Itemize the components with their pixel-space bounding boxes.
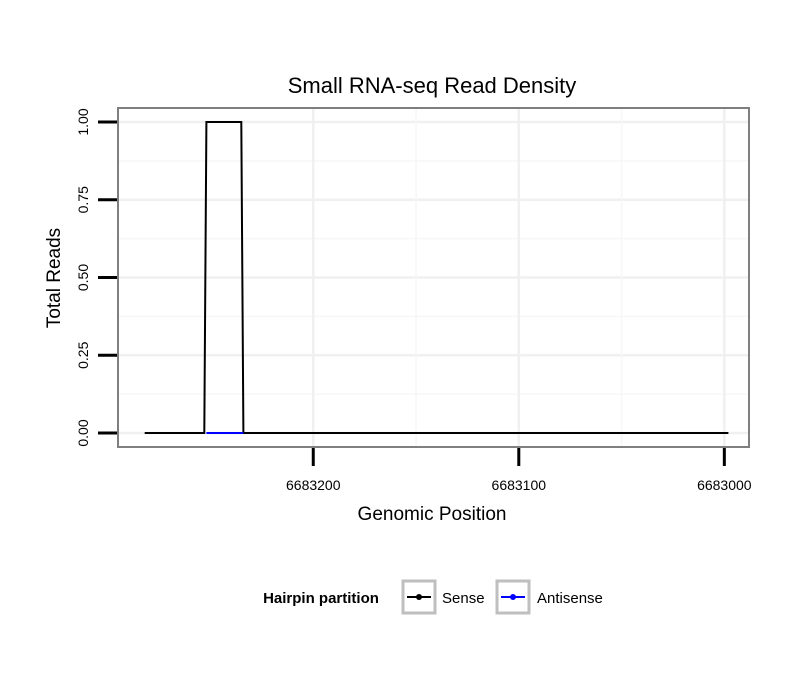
legend-title: Hairpin partition — [263, 590, 379, 607]
y-tick-label: 0.25 — [75, 341, 91, 368]
y-tick-label: 0.50 — [75, 264, 91, 291]
series-line-sense — [144, 121, 729, 434]
plot-border — [117, 107, 750, 448]
legend-label-sense: Sense — [442, 590, 485, 607]
x-tick-label: 6683000 — [697, 477, 752, 493]
y-axis-label: Total Reads — [44, 228, 65, 328]
x-tick-label: 6683100 — [492, 477, 547, 493]
x-axis-label: Genomic Position — [358, 504, 507, 525]
x-axis: 6683200 6683100 6683000 — [286, 448, 752, 493]
y-tick-label: 1.00 — [75, 108, 91, 135]
y-tick-label: 0.75 — [75, 186, 91, 213]
plot-panel — [117, 107, 750, 448]
legend-key-sense-point — [416, 594, 422, 600]
y-axis: 0.00 0.25 0.50 0.75 1.00 — [75, 108, 117, 447]
series-layer — [144, 121, 729, 434]
legend-key-antisense-point — [510, 594, 516, 600]
legend: Hairpin partition Sense Antisense — [263, 579, 603, 615]
y-tick-label: 0.00 — [75, 419, 91, 446]
chart-title: Small RNA-seq Read Density — [288, 73, 577, 98]
legend-label-antisense: Antisense — [537, 590, 603, 607]
x-tick-label: 6683200 — [286, 477, 341, 493]
